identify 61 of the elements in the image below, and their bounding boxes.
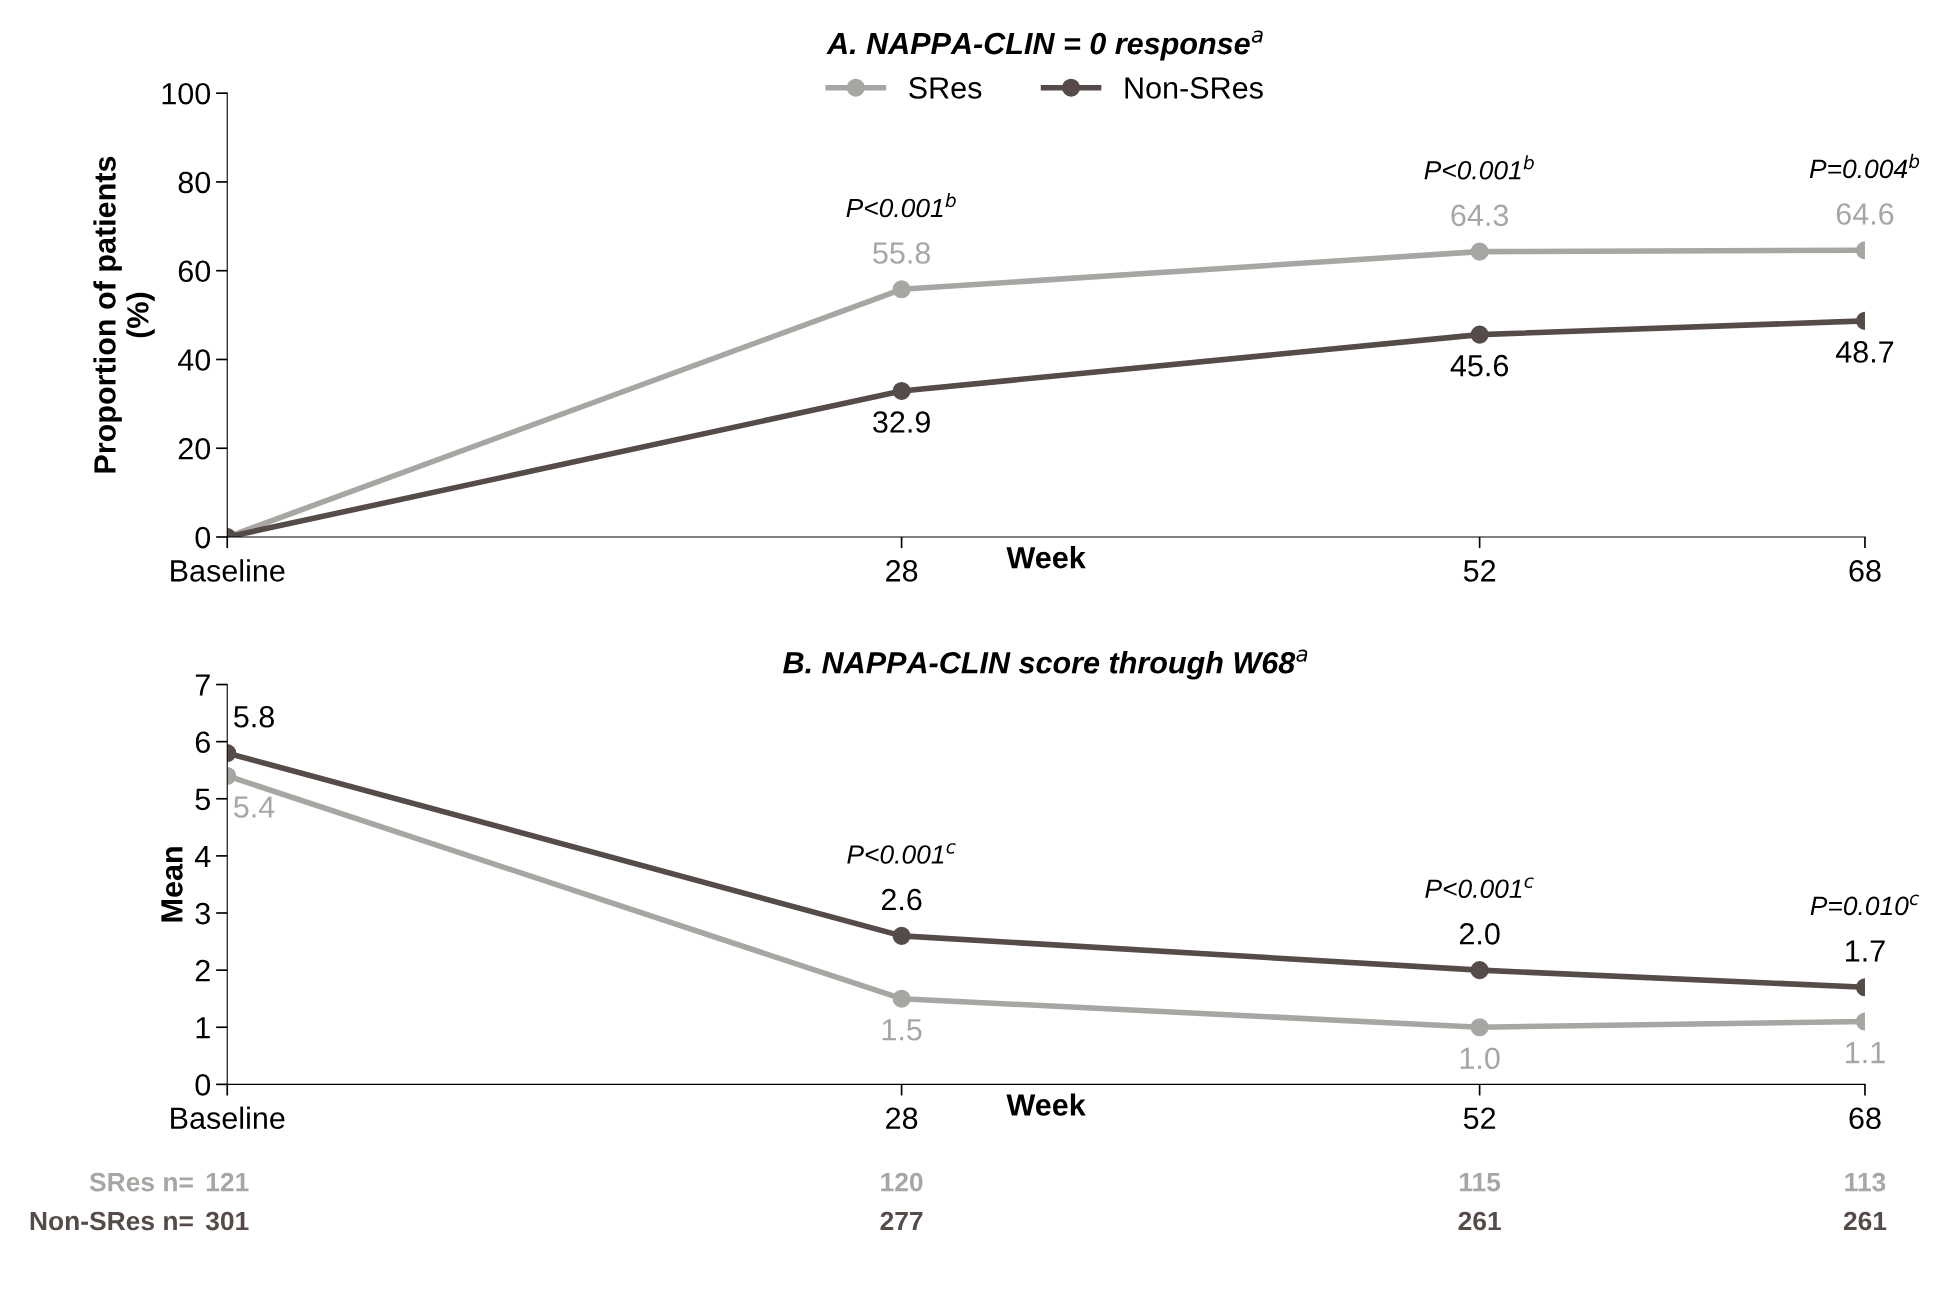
y-tick-label: 1 <box>196 1017 210 1039</box>
text: 115 <box>1460 1173 1501 1192</box>
data-label: 1.1 <box>1846 1042 1885 1064</box>
text: SRes n= <box>89 1172 193 1192</box>
x-axis-title: Week <box>1006 1093 1086 1116</box>
y-tick-label: 7 <box>195 674 210 696</box>
y-tick-label: 100 <box>162 82 211 105</box>
x-tick-label: 52 <box>1463 560 1496 582</box>
data-label: 2.0 <box>1459 923 1500 945</box>
data-label: 48.7 <box>1835 341 1894 363</box>
y-tick-label: 80 <box>178 171 211 194</box>
chart-title: A. NAPPA-CLIN = 0 response$^{a}$ <box>826 30 1263 61</box>
annotation: P<0.001$^{c}$ <box>1425 877 1534 899</box>
text: 121 <box>206 1172 249 1192</box>
data-label: 55.8 <box>873 242 931 264</box>
legend-label: Non-SRes <box>1125 77 1263 99</box>
y-tick-label: 5 <box>195 788 210 811</box>
x-tick-label: Baseline <box>171 1106 285 1130</box>
point <box>892 280 911 299</box>
y-tick-label: 3 <box>195 902 210 925</box>
y-tick-label: 60 <box>178 260 211 283</box>
x-tick-label: 68 <box>1849 1107 1881 1130</box>
text: 113 <box>1845 1172 1886 1192</box>
data-label: 5.4 <box>234 796 275 818</box>
y-tick-label: 6 <box>195 731 210 754</box>
x-tick-label: 28 <box>886 1107 918 1130</box>
x-tick-label: 28 <box>886 560 918 582</box>
y-tick-label: 0 <box>195 1074 211 1096</box>
data-label: 1.7 <box>1846 940 1885 962</box>
data-label: 64.6 <box>1836 203 1894 225</box>
y-tick-label: 2 <box>195 959 210 982</box>
y-axis-title: Proportion of patients (%) <box>93 156 155 473</box>
y-tick-label: 0 <box>195 526 211 549</box>
data-label: 1.0 <box>1460 1047 1500 1070</box>
text: 120 <box>881 1172 923 1192</box>
x-tick-label: 52 <box>1463 1107 1496 1130</box>
text: 261 <box>1843 1211 1887 1231</box>
x-tick-label: 68 <box>1849 560 1881 582</box>
text: Non-SRes n= <box>30 1211 193 1231</box>
annotation: P<0.001$^{c}$ <box>847 843 956 864</box>
text: 301 <box>205 1211 249 1231</box>
annotation: P<0.001$^{b}$ <box>1424 155 1534 180</box>
data-label: 2.6 <box>881 888 922 911</box>
text: 261 <box>1458 1211 1501 1231</box>
y-tick-label: 40 <box>177 349 211 371</box>
y-tick-label: 20 <box>178 437 211 460</box>
data-label: 32.9 <box>873 411 930 433</box>
text: 277 <box>880 1211 923 1231</box>
x-axis-title: Week <box>1006 546 1086 569</box>
chart-title: B. NAPPA-CLIN score through W68$^{a}$ <box>783 649 1308 680</box>
y-tick-label: 4 <box>194 845 211 867</box>
data-label: 64.3 <box>1451 204 1509 227</box>
y-axis-title: Mean <box>161 847 183 922</box>
annotation: P<0.001$^{b}$ <box>846 192 956 218</box>
data-label: 1.5 <box>882 1019 922 1041</box>
data-label: 5.8 <box>234 705 274 728</box>
annotation: P=0.010$^{c}$ <box>1810 894 1920 916</box>
annotation: P=0.004$^{b}$ <box>1809 153 1920 179</box>
data-label: 45.6 <box>1450 354 1509 377</box>
legend-label: SRes <box>909 77 982 99</box>
x-tick-label: Baseline <box>171 559 285 582</box>
